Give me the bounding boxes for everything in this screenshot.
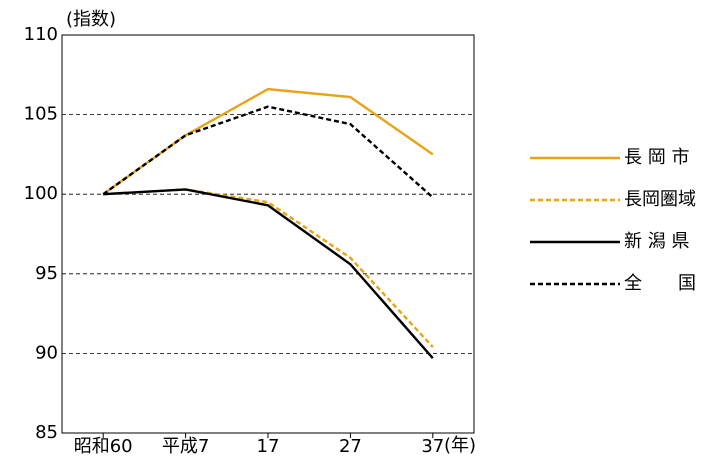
y-tick-label: 90 bbox=[35, 342, 58, 363]
series-line bbox=[102, 105, 434, 199]
y-tick-label: 100 bbox=[24, 183, 58, 204]
legend-label: 長岡圏域 bbox=[624, 189, 696, 210]
x-axis-label: (年) bbox=[444, 435, 476, 456]
x-tick-label: 37 bbox=[421, 436, 444, 457]
x-tick-label: 昭和60 bbox=[74, 436, 133, 457]
legend-label: 新 潟 県 bbox=[624, 231, 689, 252]
y-tick-label: 95 bbox=[35, 263, 58, 284]
y-tick-label: 105 bbox=[24, 104, 58, 125]
x-tick-label: 平成7 bbox=[162, 436, 209, 457]
series-line bbox=[103, 188, 434, 359]
y-axis-label: (指数) bbox=[66, 9, 116, 30]
x-tick-label: 27 bbox=[339, 436, 362, 457]
series-line bbox=[103, 188, 434, 348]
legend-label: 長 岡 市 bbox=[624, 147, 689, 168]
series-line bbox=[102, 87, 434, 196]
y-tick-label: 85 bbox=[35, 422, 58, 443]
legend-label: 全 国 bbox=[624, 273, 696, 294]
x-tick-label: 17 bbox=[257, 436, 280, 457]
y-tick-label: 110 bbox=[24, 24, 58, 45]
plot-frame bbox=[61, 34, 475, 434]
